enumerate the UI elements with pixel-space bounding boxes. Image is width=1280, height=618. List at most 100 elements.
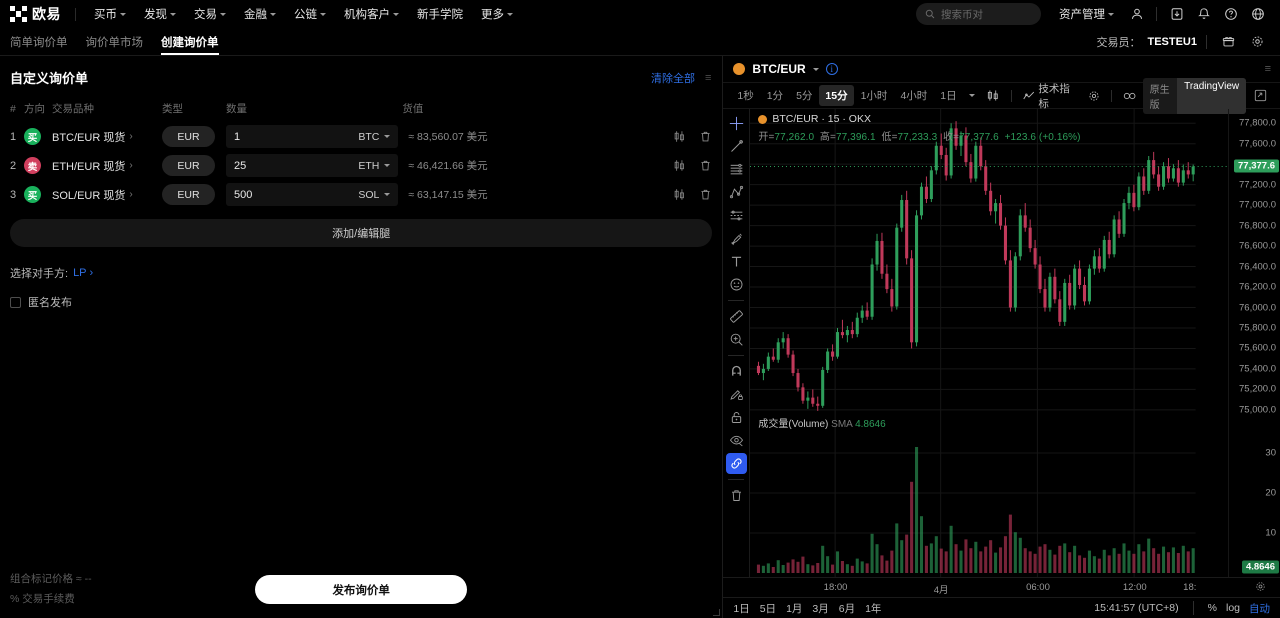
anonymous-checkbox[interactable]: [10, 296, 21, 308]
symbol-selector[interactable]: BTC/EUR 现货 ›: [52, 129, 162, 145]
direction-badge-sell[interactable]: 卖: [24, 157, 41, 174]
nav-item-institutional[interactable]: 机构客户: [336, 2, 407, 26]
emoji-icon[interactable]: [726, 274, 747, 295]
quantity-input[interactable]: 1 BTC: [226, 125, 399, 148]
publish-rfq-button[interactable]: 发布询价单: [255, 575, 468, 604]
pitchfork-icon[interactable]: [726, 182, 747, 203]
link-icon[interactable]: [725, 453, 747, 474]
zoom-icon[interactable]: [726, 329, 747, 350]
chart-type-icon[interactable]: [981, 86, 1005, 105]
brush-icon[interactable]: [726, 228, 747, 249]
timeframe-1m[interactable]: 1分: [766, 90, 784, 102]
okx-logo[interactable]: 欧易: [10, 4, 61, 24]
type-pill[interactable]: EUR: [162, 126, 215, 147]
chevron-down-icon[interactable]: [812, 67, 819, 71]
pencil-lock-icon[interactable]: [726, 384, 747, 405]
globe-icon[interactable]: [1245, 2, 1270, 27]
nav-item-trade[interactable]: 交易: [186, 2, 234, 26]
timeframe-1h[interactable]: 1小时: [860, 90, 888, 102]
range-1y[interactable]: 1年: [865, 602, 882, 615]
chart-menu-icon[interactable]: ≡: [1264, 63, 1272, 75]
direction-cell[interactable]: 买: [24, 186, 52, 203]
clear-all-button[interactable]: 清除全部: [650, 72, 695, 85]
range-1d[interactable]: 1日: [733, 602, 750, 615]
timeframe-1s[interactable]: 1秒: [737, 90, 754, 102]
direction-cell[interactable]: 买: [24, 128, 52, 145]
gift-icon[interactable]: [1216, 29, 1241, 54]
quantity-unit-selector[interactable]: ETH: [358, 160, 391, 172]
timeframe-more-dropdown[interactable]: [964, 91, 980, 100]
nav-item-finance[interactable]: 金融: [236, 2, 284, 26]
anonymous-publish-toggle[interactable]: 匿名发布: [0, 281, 722, 310]
trendline-icon[interactable]: [726, 136, 747, 157]
delete-row-icon[interactable]: [699, 188, 712, 201]
chart-canvas[interactable]: BTC/EUR · 15 · OKX 开=77,262.0 高=77,396.1…: [750, 109, 1228, 577]
nav-item-academy[interactable]: 新手学院: [409, 2, 471, 26]
log-scale-toggle[interactable]: log: [1225, 602, 1240, 614]
resize-handle[interactable]: [713, 609, 721, 616]
range-5d[interactable]: 5日: [759, 602, 777, 615]
nav-item-discover[interactable]: 发现: [136, 2, 184, 26]
timeframe-5m[interactable]: 5分: [796, 90, 813, 102]
horizontal-lines-icon[interactable]: [726, 159, 747, 180]
nav-item-buy-crypto[interactable]: 买币: [86, 2, 134, 26]
timeframe-15m[interactable]: 15分: [819, 85, 854, 106]
search-input[interactable]: 搜索币对: [916, 3, 1041, 25]
quantity-unit-selector[interactable]: SOL: [358, 189, 391, 201]
magnet-icon[interactable]: [726, 361, 747, 382]
symbol-selector[interactable]: ETH/EUR 现货 ›: [52, 158, 162, 174]
add-edit-leg-button[interactable]: 添加/编辑腿: [10, 219, 713, 247]
candle-view-icon[interactable]: [673, 188, 686, 201]
candle-view-icon[interactable]: [673, 130, 686, 143]
nav-item-asset-management[interactable]: 资产管理: [1051, 2, 1122, 26]
delete-row-icon[interactable]: [699, 130, 712, 143]
type-pill[interactable]: EUR: [162, 184, 215, 205]
trash-icon[interactable]: [726, 485, 747, 506]
nav-item-more[interactable]: 更多: [473, 2, 521, 26]
direction-cell[interactable]: 卖: [24, 157, 52, 174]
direction-badge-buy[interactable]: 买: [24, 128, 41, 145]
help-icon[interactable]: [1218, 2, 1243, 27]
timeframe-1d[interactable]: 1日: [940, 90, 957, 102]
user-icon[interactable]: [1124, 2, 1149, 27]
crosshair-icon[interactable]: [726, 113, 747, 134]
quantity-input[interactable]: 500 SOL: [226, 183, 399, 206]
bell-icon[interactable]: [1191, 2, 1216, 27]
nav-item-public-chain[interactable]: 公链: [286, 2, 334, 26]
percent-scale-toggle[interactable]: %: [1207, 602, 1217, 614]
compare-icon[interactable]: [1118, 87, 1142, 105]
range-6m[interactable]: 6月: [838, 602, 856, 615]
view-tradingview[interactable]: TradingView: [1177, 77, 1247, 114]
text-icon[interactable]: [726, 251, 747, 272]
quantity-unit-selector[interactable]: BTC: [358, 131, 391, 143]
tab-simple-rfq[interactable]: 简单询价单: [10, 28, 68, 55]
price-axis[interactable]: 77,800.077,600.077,400.077,200.077,000.0…: [1228, 109, 1280, 577]
timeframe-4h[interactable]: 4小时: [900, 90, 928, 102]
view-native[interactable]: 原生版: [1149, 84, 1170, 111]
ruler-icon[interactable]: [726, 306, 747, 327]
download-icon[interactable]: [1164, 2, 1189, 27]
direction-badge-buy[interactable]: 买: [24, 186, 41, 203]
delete-row-icon[interactable]: [699, 159, 712, 172]
chart-settings-icon[interactable]: [1083, 87, 1105, 105]
info-icon[interactable]: i: [825, 63, 838, 75]
candle-view-icon[interactable]: [673, 159, 686, 172]
quantity-input[interactable]: 25 ETH: [226, 154, 399, 177]
panel-menu-icon[interactable]: ≡: [704, 71, 712, 84]
lock-icon[interactable]: [726, 407, 747, 428]
pattern-icon[interactable]: [726, 205, 747, 226]
fullscreen-icon[interactable]: [1249, 83, 1272, 108]
tab-create-rfq[interactable]: 创建询价单: [161, 28, 219, 55]
settings-icon[interactable]: [1245, 29, 1270, 54]
time-axis-settings-icon[interactable]: [1255, 581, 1266, 592]
tab-rfq-market[interactable]: 询价单市场: [86, 28, 144, 55]
time-axis[interactable]: 18:00 4月 06:00 12:00 18:: [723, 577, 1280, 597]
counterparty-selector[interactable]: LP ›: [73, 267, 93, 279]
indicators-button[interactable]: 技术指标: [1018, 78, 1082, 114]
symbol-selector[interactable]: SOL/EUR 现货 ›: [52, 187, 162, 203]
range-3m[interactable]: 3月: [812, 602, 829, 615]
eye-hidden-icon[interactable]: [726, 430, 747, 451]
type-pill[interactable]: EUR: [162, 155, 215, 176]
auto-scale-toggle[interactable]: 自动: [1249, 602, 1270, 615]
range-1m[interactable]: 1月: [786, 602, 803, 615]
